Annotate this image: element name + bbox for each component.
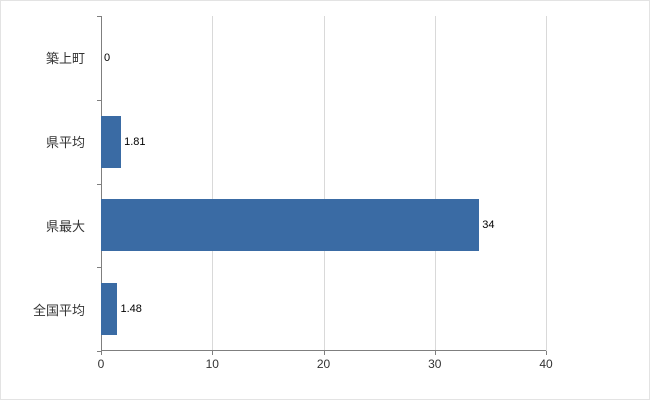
bar-row: 1.48 <box>101 267 546 351</box>
value-label: 0 <box>104 51 111 64</box>
y-tick-mark <box>97 267 101 269</box>
bar-rows: 0 1.81 34 1.48 <box>101 16 546 351</box>
y-axis-line <box>101 16 102 351</box>
value-label: 1.81 <box>124 135 146 148</box>
bar <box>101 199 480 252</box>
x-tick-mark <box>212 351 214 355</box>
x-tick-label: 20 <box>316 357 331 371</box>
gridline <box>323 16 325 351</box>
category-axis-labels: 築上町県平均県最大全国平均 <box>1 16 93 351</box>
bar-row: 0 <box>101 16 546 100</box>
x-axis-tick-labels: 0 10 20 30 40 <box>97 357 553 375</box>
category-label: 県平均 <box>45 135 85 151</box>
y-tick-mark <box>97 183 101 185</box>
x-tick-mark <box>434 351 436 355</box>
bar <box>101 283 118 336</box>
x-tick-label: 0 <box>97 357 105 371</box>
x-tick-label: 30 <box>428 357 442 371</box>
gridline <box>546 16 547 351</box>
plot-area: 0 1.81 34 1.48 <box>97 16 547 355</box>
gridline <box>434 16 436 351</box>
x-tick-mark <box>546 351 547 355</box>
x-tick-label: 40 <box>539 357 553 371</box>
category-label: 全国平均 <box>32 302 85 318</box>
y-tick-mark <box>97 16 101 17</box>
bar <box>101 115 122 168</box>
value-label: 34 <box>482 219 495 232</box>
value-label: 1.48 <box>120 303 142 316</box>
bar-row: 34 <box>101 184 546 268</box>
x-tick-label: 10 <box>205 357 219 371</box>
gridline <box>212 16 214 351</box>
category-label: 築上町 <box>45 51 85 67</box>
x-axis-line <box>101 350 546 351</box>
y-tick-mark <box>97 351 101 352</box>
bar-row: 1.81 <box>101 100 546 184</box>
y-tick-mark <box>97 99 101 101</box>
category-label: 県最大 <box>45 218 85 234</box>
x-tick-mark <box>101 351 102 355</box>
x-tick-mark <box>323 351 325 355</box>
